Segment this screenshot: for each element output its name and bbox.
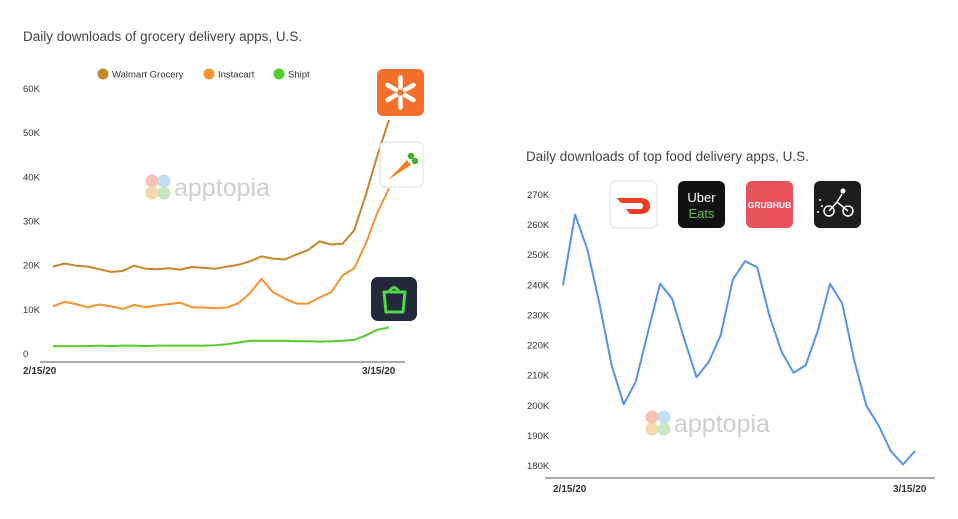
series-line [53, 326, 390, 348]
y-tick-label: 210K [527, 371, 550, 382]
series-line [562, 213, 916, 466]
watermark-petal-icon [145, 174, 159, 188]
postmates-icon-bg [814, 181, 861, 228]
walmart-spark-ray [402, 82, 416, 93]
x-tick-label: 2/15/20 [23, 366, 57, 377]
shipt-bag-handle [387, 286, 401, 293]
grubhub-icon-bg [746, 181, 793, 228]
y-tick-label: 0 [23, 349, 28, 360]
doordash-icon [609, 180, 658, 229]
y-tick-label: 60K [23, 84, 41, 95]
grocery-chart-title: Daily downloads of grocery delivery apps… [23, 29, 303, 44]
y-tick-label: 20K [23, 261, 41, 272]
postmates-speed-dot [817, 211, 819, 213]
legend-swatch [273, 68, 285, 80]
postmates-speed-dot [821, 205, 823, 207]
watermark: apptopia [145, 174, 270, 202]
food-chart-title: Daily downloads of top food delivery app… [526, 149, 809, 164]
series-line [52, 119, 390, 273]
x-tick-label: 3/15/20 [893, 484, 927, 495]
series-line [52, 187, 390, 310]
watermark-petal-icon [145, 186, 159, 200]
y-tick-label: 30K [23, 217, 41, 228]
carrot-icon [379, 141, 424, 188]
watermark-petal-icon [157, 174, 171, 188]
y-tick-label: 190K [527, 431, 550, 442]
postmates-frame [828, 193, 849, 212]
watermark: apptopia [645, 410, 770, 438]
y-tick-label: 270K [527, 190, 550, 201]
legend-label: Walmart Grocery [112, 70, 184, 81]
uber-eats-icon-bg [678, 181, 725, 228]
watermark-petal-icon [657, 410, 671, 424]
watermark-petal-icon [645, 422, 659, 436]
watermark-petal-icon [645, 410, 659, 424]
y-tick-label: 180K [527, 461, 550, 472]
shipt-bag-icon [371, 277, 417, 321]
grocery-chart: apptopia 0 10K 20K 30K 40K 50K 60K 2/15/20 3/15/2… [23, 68, 424, 377]
legend-swatch [203, 68, 215, 80]
watermark-text: apptopia [174, 174, 270, 202]
legend-label: Shipt [288, 70, 310, 81]
postmates-wheel [842, 205, 854, 217]
carrot-body [388, 160, 411, 180]
carrot-leaf [407, 152, 415, 160]
legend-label: Instacart [218, 70, 255, 81]
walmart-spark-ray [402, 92, 416, 103]
grubhub-icon: GRUBHUB [746, 181, 793, 228]
doordash-dash-shape [617, 198, 650, 214]
legend-swatch [97, 68, 109, 80]
legend: Walmart Grocery Instacart Shipt [97, 68, 310, 81]
y-tick-label: 250K [527, 250, 550, 261]
doordash-icon-bg [609, 180, 658, 229]
y-tick-label: 260K [527, 220, 550, 231]
x-tick-label: 3/15/20 [362, 366, 396, 377]
walmart-icon-bg [377, 69, 424, 116]
uber-eats-logo-line1: Uber [687, 190, 716, 205]
postmates-rider-head [840, 188, 846, 194]
walmart-spark-ray [385, 92, 399, 103]
y-tick-label: 230K [527, 310, 550, 321]
instacart-icon-bg [379, 141, 424, 188]
watermark-petal-icon [157, 186, 171, 200]
x-tick-label: 2/15/20 [553, 484, 587, 495]
y-tick-label: 240K [527, 280, 550, 291]
y-tick-label: 10K [23, 305, 41, 316]
carrot-leaf [411, 157, 419, 165]
y-tick-label: 200K [527, 401, 550, 412]
y-tick-label: 220K [527, 341, 550, 352]
watermark-petal-icon [657, 422, 671, 436]
shipt-icon-bg [371, 277, 417, 321]
walmart-spark-ray [385, 82, 399, 93]
watermark-text: apptopia [674, 410, 770, 438]
uber-eats-logo-line2: Eats [688, 206, 715, 221]
y-tick-label: 50K [23, 128, 41, 139]
postmates-speed-dot [819, 199, 821, 201]
postmates-wheel [823, 205, 835, 217]
grubhub-logo-text: GRUBHUB [748, 200, 791, 210]
postmates-icon [814, 181, 861, 228]
food-chart: apptopia 180K 190K 200K 210K 220K 230K 240K 250K… [527, 180, 935, 495]
y-tick-label: 40K [23, 172, 41, 183]
walmart-spark-icon [377, 69, 424, 116]
